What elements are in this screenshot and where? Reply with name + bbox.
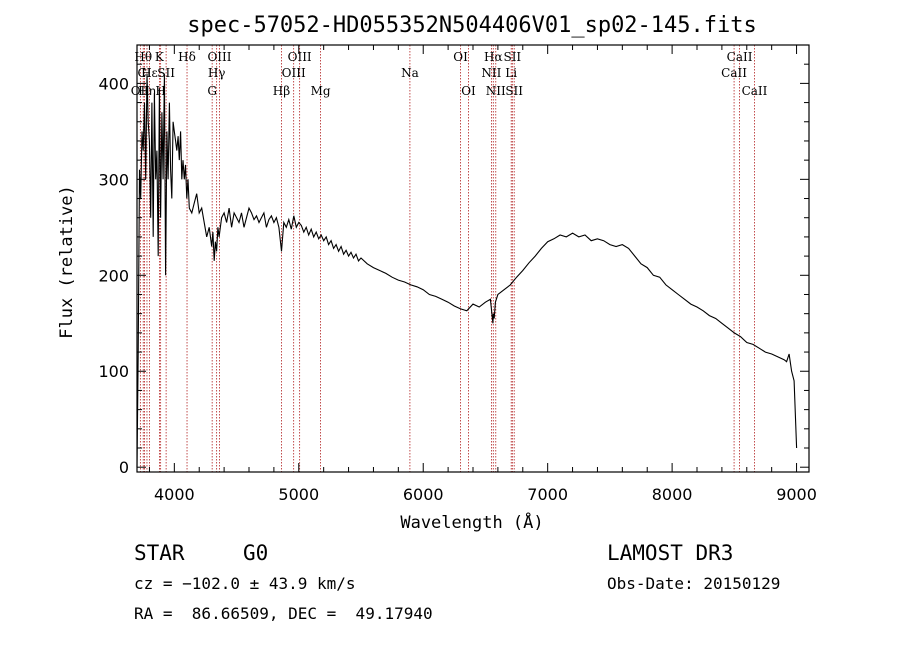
emission-line-label: Li (505, 66, 517, 80)
emission-line-label: CaII (721, 66, 747, 80)
emission-line-label: NII (486, 84, 506, 98)
emission-line-label: Na (401, 66, 419, 80)
x-tick-label: 7000 (527, 485, 568, 504)
y-tick-label: 400 (98, 74, 129, 93)
object-class: STAR (134, 541, 185, 565)
y-tick-label: 200 (98, 266, 129, 285)
y-axis: 0 100 200 300 400 (98, 63, 809, 477)
emission-line-label: Hδ (178, 50, 196, 64)
emission-line-label: SII (503, 50, 521, 64)
emission-line-label: CaII (742, 84, 768, 98)
emission-line-label: G (207, 84, 217, 98)
emission-line-label: Hθ (134, 50, 152, 64)
emission-line-label: Hβ (273, 84, 290, 98)
chart-title: spec-57052-HD055352N504406V01_sp02-145.f… (187, 13, 757, 38)
emission-line-markers (139, 45, 755, 472)
emission-line-label: Mg (311, 84, 331, 98)
y-tick-label: 100 (98, 362, 129, 381)
emission-line-labels: OIIHθCIHηHεKHSIIHδGHγOIIIHβOIIIOIIIMgNaO… (131, 50, 768, 98)
emission-line-label: OII (131, 84, 151, 98)
x-tick-label: 4000 (154, 485, 195, 504)
emission-line-label: OIII (282, 66, 306, 80)
emission-line-label: NII (481, 66, 501, 80)
emission-line-label: OIII (207, 50, 231, 64)
emission-line-label: SII (505, 84, 523, 98)
emission-line-label: Hγ (208, 66, 226, 80)
plot-frame (136, 44, 810, 473)
x-tick-label: 5000 (278, 485, 319, 504)
emission-line-label: OIII (288, 50, 312, 64)
y-axis-label: Flux (relative) (57, 185, 77, 339)
emission-line-label: Hε (141, 66, 158, 80)
emission-line-label: H (155, 84, 165, 98)
emission-line-label: SII (157, 66, 175, 80)
y-tick-label: 300 (98, 170, 129, 189)
coordinates: RA = 86.66509, DEC = 49.17940 (134, 604, 433, 623)
emission-line-label: OI (453, 50, 468, 64)
emission-line-label: OI (461, 84, 476, 98)
survey-name: LAMOST DR3 (607, 541, 734, 565)
redshift-velocity: cz = −102.0 ± 43.9 km/s (134, 574, 356, 593)
x-tick-label: 8000 (652, 485, 693, 504)
object-subclass: G0 (243, 541, 269, 565)
x-tick-label: 9000 (776, 485, 817, 504)
flux-series-line (136, 73, 798, 468)
x-axis-label: Wavelength (Å) (400, 511, 543, 533)
x-axis: 4000 5000 6000 7000 8000 9000 (148, 45, 817, 504)
y-tick-label: 0 (119, 458, 129, 477)
x-tick-label: 6000 (403, 485, 444, 504)
emission-line-label: CI (138, 66, 152, 80)
emission-line-label: Hα (484, 50, 503, 64)
emission-line-label: CaII (727, 50, 753, 64)
emission-line-label: K (155, 50, 165, 64)
observation-date: Obs-Date: 20150129 (607, 574, 781, 593)
